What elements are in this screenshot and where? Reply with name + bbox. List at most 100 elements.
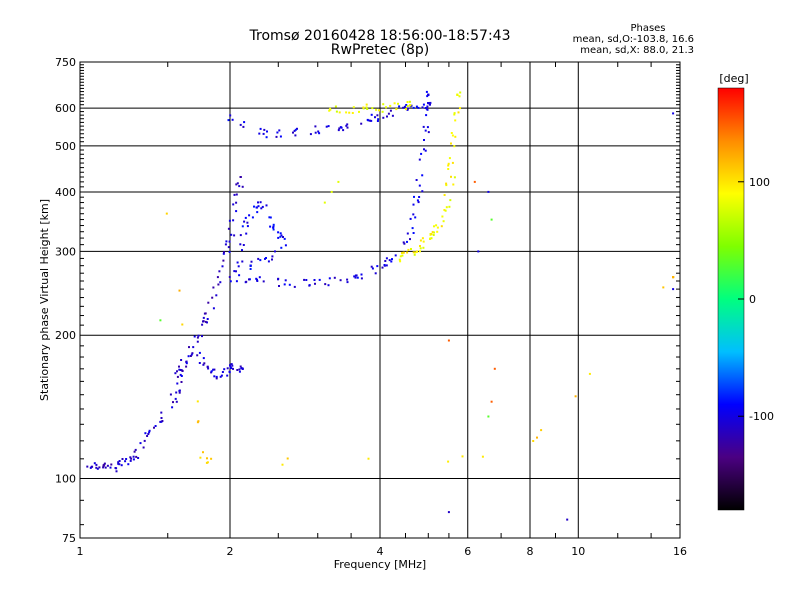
data-point <box>215 377 218 380</box>
y-tick-label: 500 <box>55 140 76 153</box>
data-point <box>442 220 445 223</box>
data-point <box>487 190 490 193</box>
data-point <box>249 264 252 267</box>
data-point <box>346 126 349 129</box>
data-point <box>176 382 179 385</box>
data-point <box>262 132 265 135</box>
data-point <box>422 240 425 243</box>
data-point <box>447 511 450 514</box>
data-point <box>185 362 188 365</box>
data-point <box>360 277 363 280</box>
y-tick-labels: 75 100 200 300 400 500 600 750 <box>55 56 76 545</box>
data-point <box>399 260 402 263</box>
data-point <box>117 461 120 464</box>
data-point <box>129 456 132 459</box>
data-point <box>251 216 254 219</box>
data-point <box>422 103 425 106</box>
data-point <box>256 280 259 282</box>
data-point <box>395 108 398 111</box>
data-point <box>98 466 101 469</box>
data-point <box>422 246 425 249</box>
data-point <box>189 355 192 357</box>
data-point <box>148 429 151 432</box>
data-point <box>279 235 282 238</box>
data-point <box>424 149 427 152</box>
data-point <box>376 120 379 122</box>
data-point <box>280 234 283 237</box>
data-point <box>221 371 224 373</box>
data-point <box>148 431 151 434</box>
data-point <box>262 280 265 283</box>
data-point <box>133 450 136 453</box>
data-point <box>260 207 263 210</box>
data-point <box>416 199 419 202</box>
data-point <box>175 391 178 394</box>
x-tick-labels: 1 2 4 6 8 10 16 <box>77 545 688 558</box>
data-point <box>402 251 405 254</box>
data-point <box>427 131 430 134</box>
data-point <box>453 145 456 148</box>
data-point <box>212 368 215 371</box>
colorbar-tick-label: 100 <box>749 176 770 189</box>
data-point <box>213 368 216 371</box>
data-point <box>309 133 312 136</box>
data-point <box>412 213 415 216</box>
data-point <box>454 135 457 138</box>
x-axis-label: Frequency [MHz] <box>334 558 426 571</box>
data-point <box>265 257 267 259</box>
data-point <box>161 420 164 422</box>
data-point <box>421 237 424 240</box>
data-point <box>268 216 271 219</box>
data-point <box>430 237 433 240</box>
data-point <box>280 246 283 249</box>
data-point <box>435 224 438 227</box>
data-point <box>382 103 385 106</box>
data-point <box>333 276 336 279</box>
data-point <box>447 164 450 167</box>
data-point <box>448 157 451 160</box>
data-point <box>356 276 359 279</box>
data-point <box>191 352 194 355</box>
data-point <box>421 190 424 193</box>
data-point <box>224 243 227 246</box>
data-point <box>147 433 150 435</box>
data-point <box>210 371 213 374</box>
data-point <box>220 374 223 377</box>
grid <box>80 62 680 538</box>
data-point <box>425 114 428 117</box>
data-point <box>216 276 219 279</box>
data-point <box>406 232 409 235</box>
data-point <box>165 212 168 215</box>
data-point <box>95 463 98 466</box>
data-point <box>230 233 233 236</box>
data-point <box>402 241 405 244</box>
data-point <box>196 400 199 403</box>
data-point <box>443 194 446 196</box>
data-point <box>178 365 180 368</box>
data-point <box>450 175 452 178</box>
colorbar-label: [deg] <box>719 72 748 85</box>
data-point <box>449 199 452 202</box>
data-point <box>229 280 232 283</box>
data-point <box>329 107 332 110</box>
data-point <box>453 176 456 179</box>
data-point <box>277 231 280 234</box>
data-point <box>196 336 199 339</box>
data-point <box>275 135 278 138</box>
data-point <box>271 258 273 261</box>
data-point <box>225 240 228 243</box>
stats-x-line: mean, sd,X: 88.0, 21.3 <box>580 45 694 56</box>
data-point <box>223 368 226 371</box>
data-point <box>374 116 376 119</box>
data-point <box>408 100 411 103</box>
data-point <box>227 227 230 230</box>
data-point <box>255 277 258 280</box>
data-point <box>284 244 287 247</box>
x-tick-label: 4 <box>377 545 384 558</box>
data-point <box>406 108 409 111</box>
data-point <box>406 240 408 243</box>
data-point <box>144 432 147 435</box>
data-point <box>213 375 216 378</box>
data-point <box>102 464 105 467</box>
data-point <box>394 254 397 257</box>
